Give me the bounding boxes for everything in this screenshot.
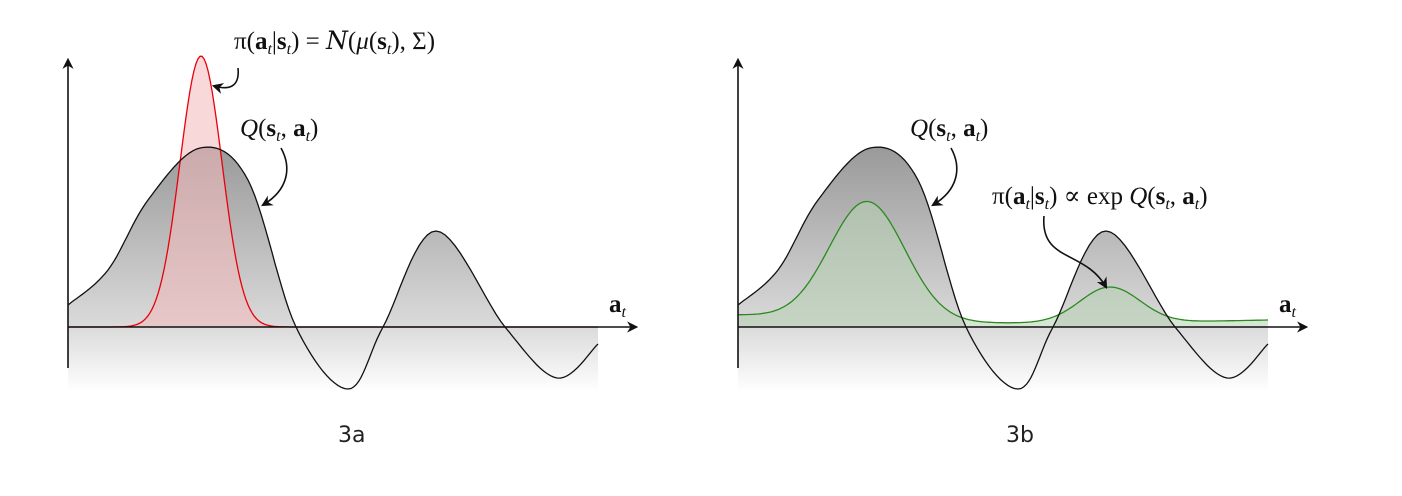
policy-curve [738,200,1268,324]
policy-fill [68,56,598,328]
axis-label-3b: at [1279,291,1296,321]
policy-arrow-3a [211,67,239,94]
caption-3a: 3a [338,423,366,448]
q-value-fill [68,147,598,392]
policy-label-3a: π(at|st) = N(μ(st), Σ) [234,26,436,58]
policy-arrow-3b [1043,215,1108,289]
q-label-3a: Q(st, at) [240,115,319,145]
axis-label-3a: at [609,291,626,321]
policy-fill [738,201,1268,327]
q-value-curve [67,146,599,390]
panel-3b [732,57,1309,392]
q-value-curve [737,146,1269,390]
caption-3b: 3b [1006,423,1034,448]
q-label-3b: Q(st, at) [910,115,989,145]
panel-3a [62,55,639,392]
policy-label-3b: π(at|st) ∝ exp Q(st, at) [992,183,1208,213]
q-arrow-3b [931,147,958,207]
q-arrow-3a [261,147,288,207]
